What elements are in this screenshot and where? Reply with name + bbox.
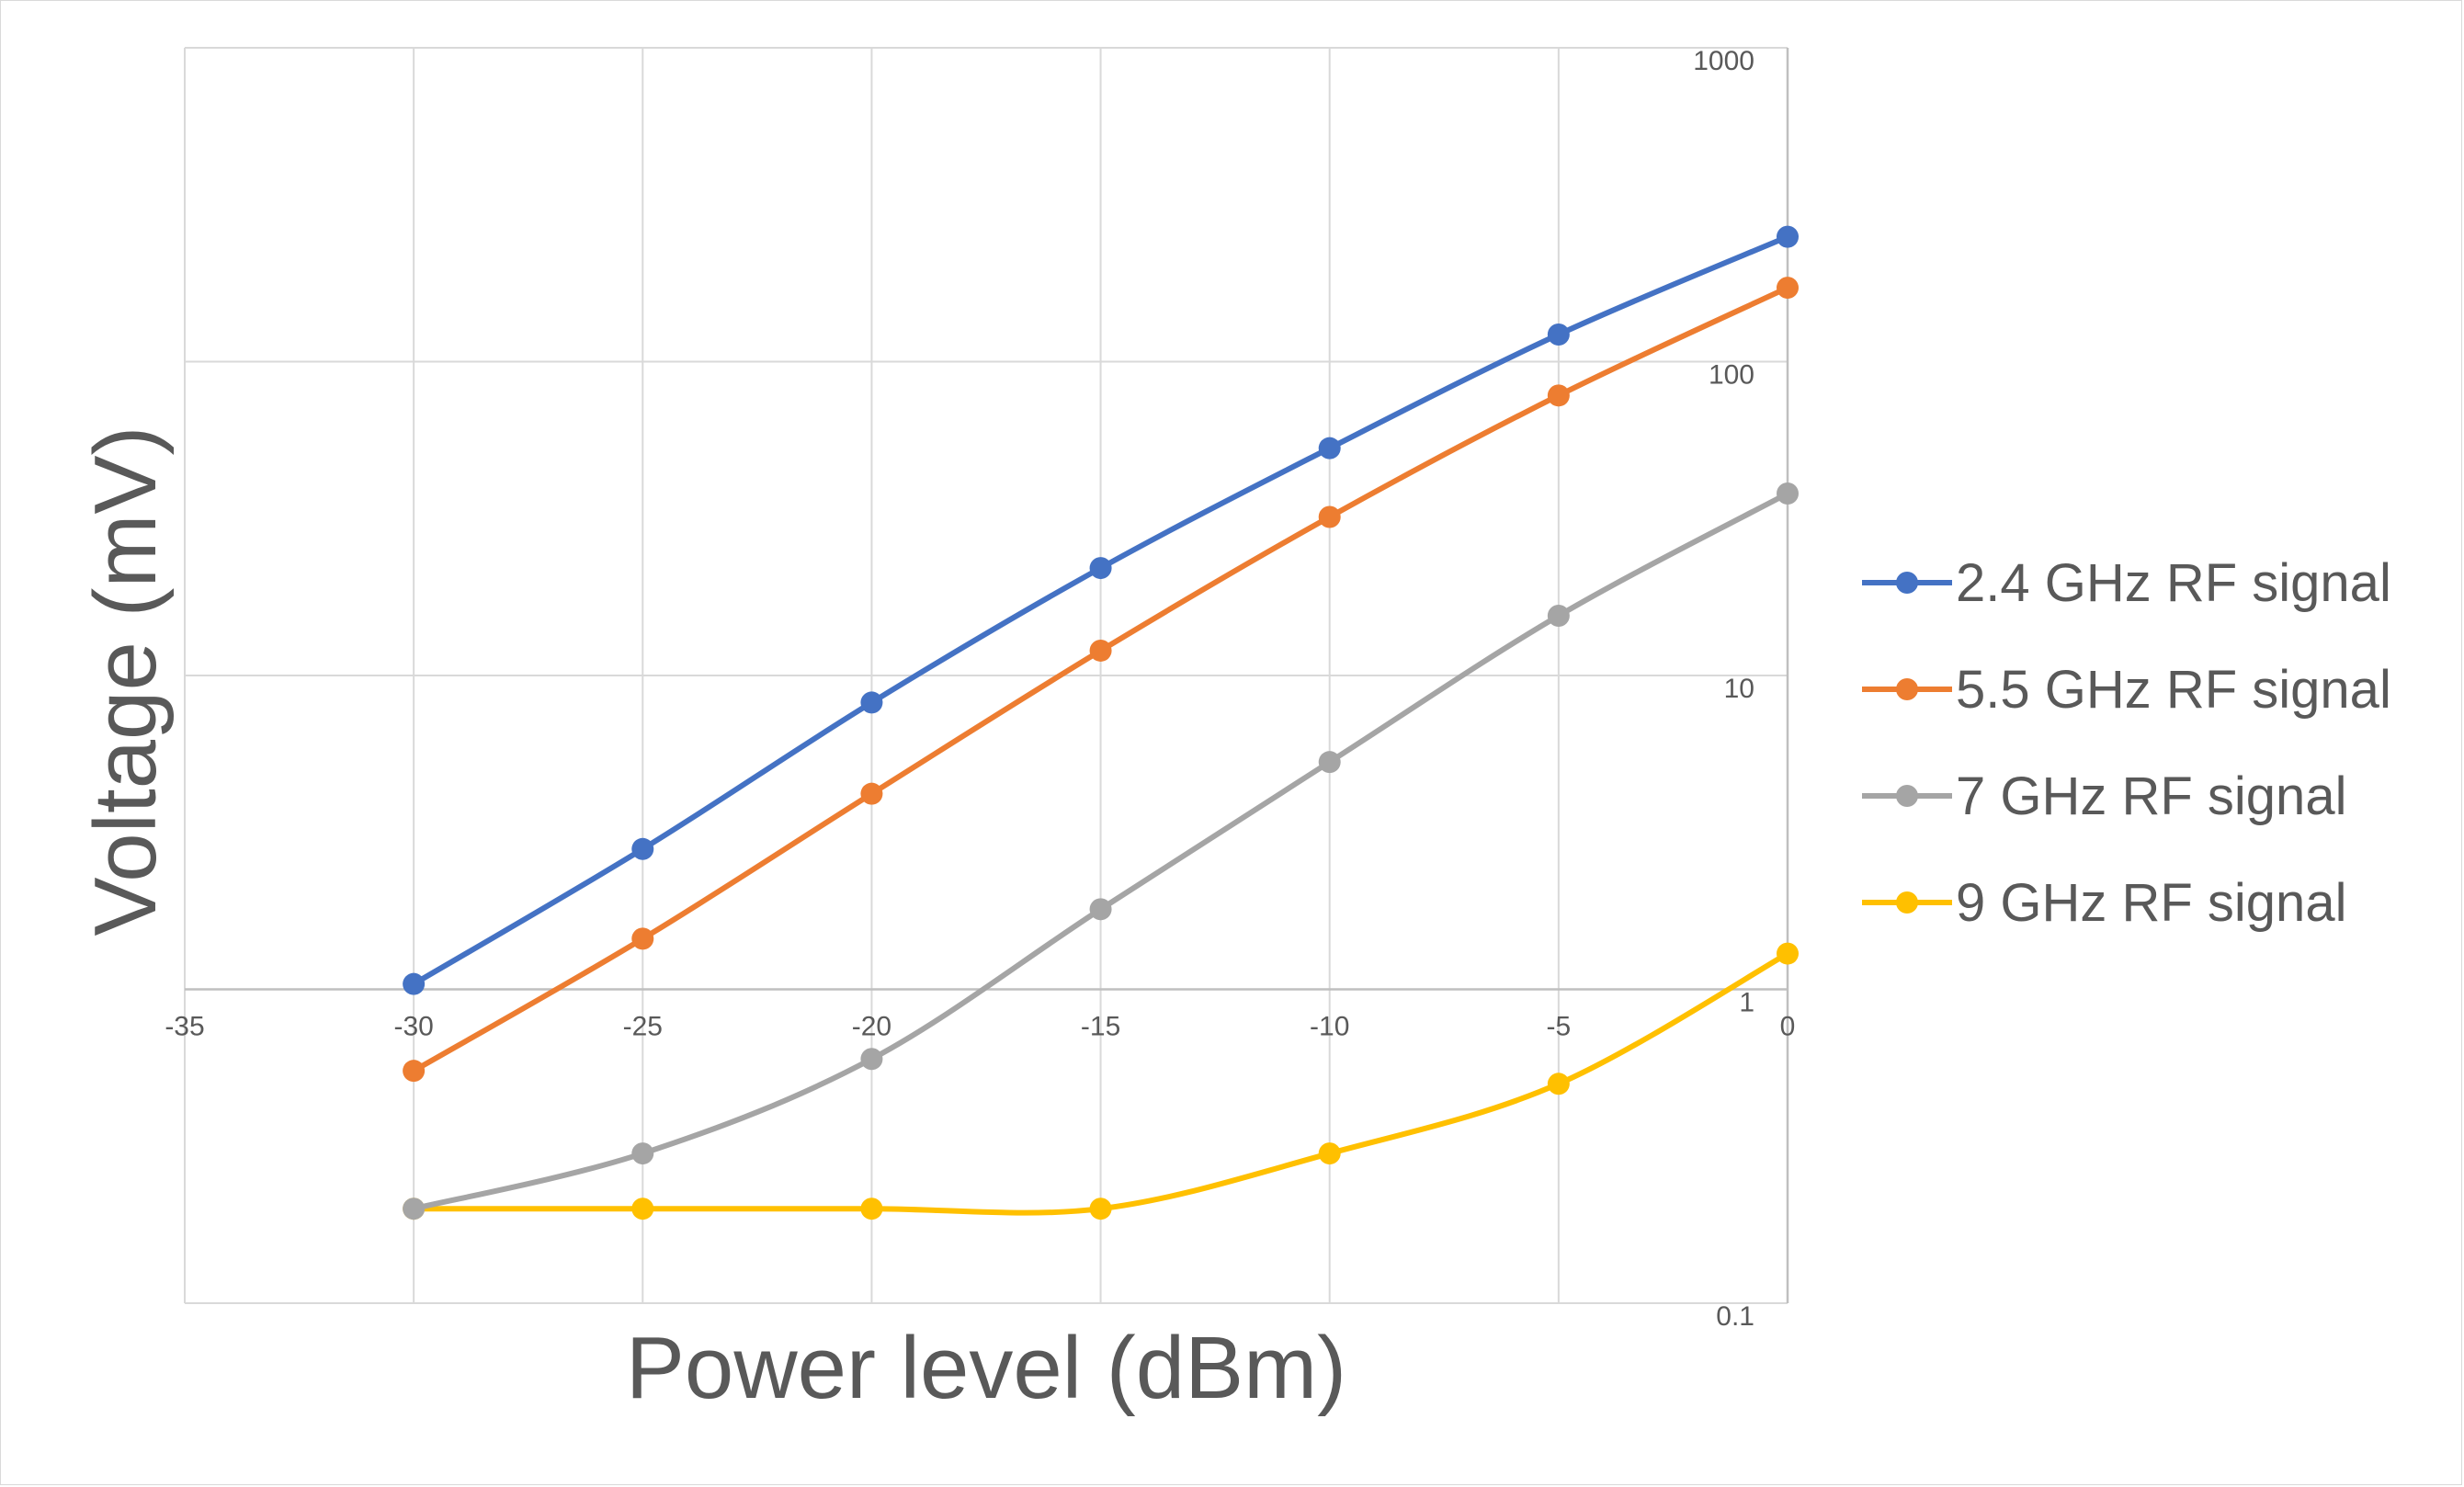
data-point bbox=[1318, 505, 1341, 528]
legend-point-marker bbox=[1896, 572, 1918, 594]
legend-point-marker bbox=[1896, 785, 1918, 807]
y-tick-label: 1000 bbox=[1693, 46, 1754, 76]
y-tick-label: 0.1 bbox=[1716, 1301, 1754, 1332]
legend-item: 2.4 GHz RF signal bbox=[1862, 553, 2391, 613]
data-point bbox=[1547, 1073, 1570, 1095]
x-tick-label: -10 bbox=[1310, 1012, 1349, 1042]
x-tick-label: -25 bbox=[623, 1012, 663, 1042]
data-point bbox=[1547, 324, 1570, 346]
legend-item: 7 GHz RF signal bbox=[1862, 766, 2346, 826]
x-tick-label: -35 bbox=[165, 1012, 204, 1042]
data-point bbox=[1318, 437, 1341, 460]
legend: 2.4 GHz RF signal 5.5 GHz RF signal 7 GHz … bbox=[1862, 553, 2391, 933]
data-point bbox=[1318, 751, 1341, 774]
legend-label: 9 GHz RF signal bbox=[1956, 873, 2346, 933]
data-point bbox=[1089, 639, 1112, 662]
data-point bbox=[860, 1198, 883, 1220]
data-point bbox=[1777, 942, 1799, 965]
y-tick-label: 100 bbox=[1709, 360, 1754, 391]
x-tick-label: -15 bbox=[1081, 1012, 1120, 1042]
data-point bbox=[1547, 384, 1570, 407]
data-point bbox=[403, 1060, 426, 1083]
data-point bbox=[1777, 225, 1799, 248]
data-point bbox=[631, 927, 654, 950]
y-tick-label: 10 bbox=[1724, 674, 1754, 704]
x-tick-label: -20 bbox=[852, 1012, 891, 1042]
series-1 bbox=[403, 225, 1799, 995]
data-point bbox=[1318, 1142, 1341, 1165]
y-axis-title: Voltage (mV) bbox=[76, 426, 175, 936]
data-point bbox=[860, 691, 883, 714]
legend-point-marker bbox=[1896, 678, 1918, 700]
data-point bbox=[403, 972, 426, 995]
gridlines bbox=[184, 47, 1788, 1304]
data-point bbox=[1777, 482, 1799, 505]
x-tick-label: 0 bbox=[1780, 1012, 1796, 1042]
data-point bbox=[1089, 898, 1112, 921]
legend-label: 2.4 GHz RF signal bbox=[1956, 553, 2391, 613]
legend-label: 7 GHz RF signal bbox=[1956, 766, 2346, 826]
legend-point-marker bbox=[1896, 891, 1918, 914]
data-point bbox=[860, 782, 883, 805]
data-point bbox=[860, 1048, 883, 1071]
x-tick-label: -30 bbox=[393, 1012, 433, 1042]
data-point bbox=[1547, 605, 1570, 628]
data-point bbox=[631, 1142, 654, 1165]
data-point bbox=[1089, 1198, 1112, 1220]
series-group bbox=[403, 225, 1799, 1220]
data-point bbox=[631, 1198, 654, 1220]
x-tick-label: -5 bbox=[1547, 1012, 1572, 1042]
data-point bbox=[403, 1198, 426, 1220]
legend-item: 9 GHz RF signal bbox=[1862, 873, 2346, 933]
data-point bbox=[1777, 277, 1799, 300]
x-axis-title: Power level (dBm) bbox=[626, 1319, 1346, 1417]
data-point bbox=[1089, 557, 1112, 580]
legend-label: 5.5 GHz RF signal bbox=[1956, 660, 2391, 720]
series-2 bbox=[403, 277, 1799, 1083]
data-point bbox=[631, 837, 654, 860]
y-tick-label: 1 bbox=[1739, 988, 1754, 1018]
tick-labels: -35 -30 -25 -20 -15 -10 -5 0 0.1 1 10 100 1000 bbox=[165, 46, 1795, 1332]
series-3 bbox=[403, 482, 1799, 1220]
legend-item: 5.5 GHz RF signal bbox=[1862, 660, 2391, 720]
